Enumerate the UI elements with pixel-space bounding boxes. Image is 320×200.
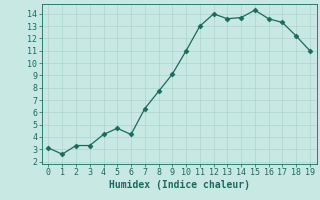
X-axis label: Humidex (Indice chaleur): Humidex (Indice chaleur) [109,180,250,190]
